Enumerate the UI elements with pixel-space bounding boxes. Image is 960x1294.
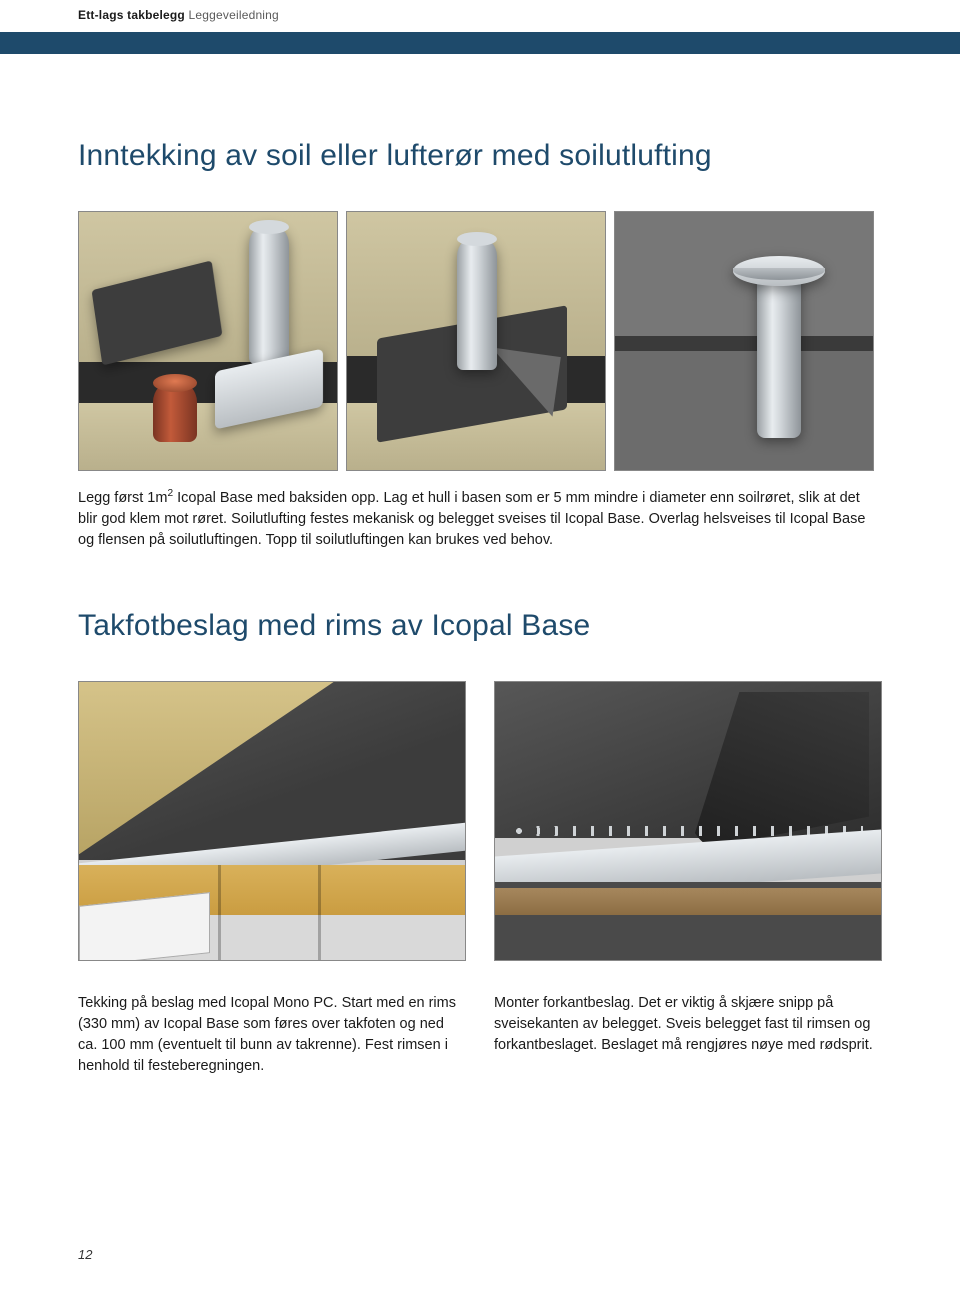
- figure-eave-1: [78, 681, 466, 961]
- header-rule: [0, 32, 960, 54]
- header-light: Leggeveiledning: [189, 8, 279, 22]
- page-header: Ett-lags takbelegg Leggeveiledning: [0, 0, 960, 22]
- header-bold: Ett-lags takbelegg: [78, 8, 185, 22]
- section1-figures: [78, 211, 882, 471]
- section2-captions: Tekking på beslag med Icopal Mono PC. St…: [78, 977, 882, 1077]
- section1-caption: Legg først 1m2 Icopal Base med baksiden …: [78, 487, 878, 551]
- figure-eave-2: [494, 681, 882, 961]
- section2-title: Takfotbeslag med rims av Icopal Base: [78, 609, 882, 643]
- section1-title: Inntekking av soil eller lufterør med so…: [78, 139, 882, 173]
- figure-step-3: [614, 211, 874, 471]
- page-content: Inntekking av soil eller lufterør med so…: [0, 139, 960, 1077]
- figure-step-1: [78, 211, 338, 471]
- section2-caption-left: Tekking på beslag med Icopal Mono PC. St…: [78, 993, 466, 1077]
- section2-figures: [78, 681, 882, 961]
- figure-step-2: [346, 211, 606, 471]
- section2-caption-right: Monter forkantbeslag. Det er viktig å sk…: [494, 993, 882, 1077]
- page-number: 12: [78, 1247, 92, 1262]
